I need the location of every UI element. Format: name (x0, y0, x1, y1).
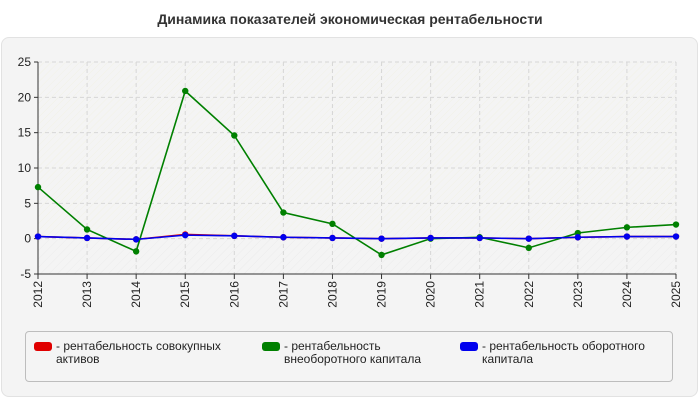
plot-area-negative (38, 238, 676, 274)
data-point (231, 132, 238, 139)
chart-title: Динамика показателей экономическая рента… (157, 11, 543, 27)
data-point (280, 234, 287, 241)
data-point (574, 234, 582, 241)
data-point (525, 244, 532, 252)
y-tick-label: 5 (24, 196, 31, 210)
legend-swatch-noncurrent-capital (262, 342, 280, 351)
y-tick-label: 15 (18, 126, 32, 140)
x-tick-label: 2024 (620, 281, 634, 308)
y-tick-label: -5 (20, 267, 31, 281)
data-point (672, 221, 680, 228)
data-point (623, 224, 631, 231)
x-tick-label: 2012 (31, 281, 45, 308)
series-line (37, 234, 676, 241)
data-point (34, 183, 42, 191)
data-point (329, 220, 336, 228)
series-line (37, 89, 677, 256)
data-point (182, 87, 189, 95)
x-tick-label: 2013 (80, 281, 94, 308)
data-point (231, 232, 238, 240)
x-tick-label: 2018 (325, 281, 339, 308)
data-point (132, 236, 140, 243)
x-tick-label: 2021 (473, 281, 487, 308)
x-tick-label: 2015 (178, 281, 192, 308)
data-point (476, 234, 483, 242)
y-tick-label: 0 (24, 232, 31, 246)
y-tick-label: 10 (18, 161, 32, 175)
data-point (427, 234, 434, 242)
data-point (132, 248, 140, 255)
legend-label-working-capital: - рентабельность оборотного капитала (482, 339, 645, 366)
data-point (83, 234, 91, 242)
y-axis-ticks: 25 20 15 10 5 0 -5 (18, 55, 38, 281)
y-tick-label: 25 (18, 55, 32, 69)
data-point (378, 235, 385, 242)
series-2 (34, 231, 680, 243)
x-tick-label: 2019 (375, 281, 389, 308)
axes (37, 62, 676, 279)
legend-label-noncurrent-capital: - рентабельность внеоборотного капитала (284, 339, 421, 366)
legend-swatch-total-assets (34, 342, 52, 351)
x-tick-label: 2023 (571, 281, 585, 308)
x-axis-ticks: 2012 2013 2014 2015 2016 2017 2018 2019 2020 2021… (31, 274, 683, 308)
x-tick-label: 2020 (424, 281, 438, 308)
data-point (672, 233, 680, 240)
x-tick-label: 2022 (522, 281, 536, 308)
data-point (182, 231, 189, 239)
plot-area (38, 62, 676, 239)
x-tick-label: 2017 (276, 281, 290, 308)
x-tick-label: 2016 (227, 281, 241, 308)
data-point (83, 226, 91, 233)
data-point (280, 209, 287, 216)
legend-swatch-working-capital (460, 342, 478, 351)
series-group (34, 87, 680, 259)
x-tick-label: 2014 (129, 281, 143, 308)
legend-label-total-assets: - рентабельность совокупных активов (56, 339, 221, 366)
data-point (623, 233, 631, 240)
x-tick-label: 2025 (669, 281, 683, 308)
data-point (34, 233, 42, 240)
data-point (378, 251, 385, 259)
legend: - рентабельность совокупных активов - ре… (25, 331, 673, 382)
data-point (329, 234, 336, 242)
data-point (525, 235, 532, 242)
y-tick-label: 20 (18, 90, 32, 104)
